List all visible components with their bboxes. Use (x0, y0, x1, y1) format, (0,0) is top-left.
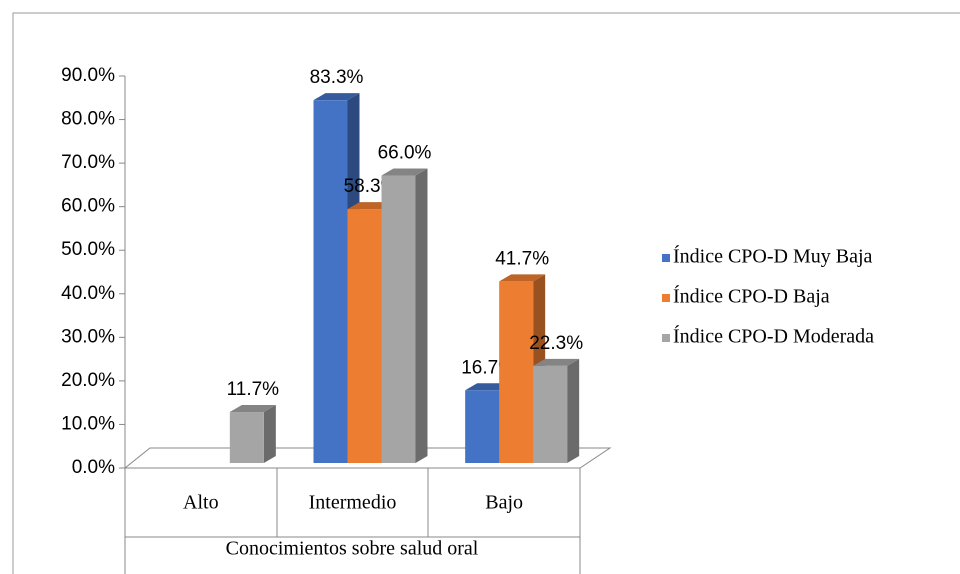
data-label: 83.3% (310, 67, 364, 88)
y-tick-label: 70.0% (61, 152, 115, 173)
legend-swatch (662, 254, 670, 262)
legend-label: Índice CPO-D Baja (673, 285, 830, 308)
legend-swatch (662, 334, 670, 342)
y-tick-label: 50.0% (61, 239, 115, 260)
bar-front (533, 365, 568, 463)
y-tick-label: 0.0% (72, 457, 115, 478)
legend-label: Índice CPO-D Muy Baja (673, 245, 873, 268)
bar-top (313, 93, 360, 101)
data-label: 41.7% (495, 248, 549, 269)
x-tick-label: Bajo (485, 492, 523, 514)
chart-border (12, 12, 960, 574)
y-tick-label: 10.0% (61, 413, 115, 434)
bar (229, 405, 276, 463)
y-tick-label: 20.0% (61, 370, 115, 391)
data-label: 66.0% (378, 143, 432, 164)
bar-front (313, 100, 348, 463)
y-tick-label: 40.0% (61, 283, 115, 304)
y-tick-label: 80.0% (61, 109, 115, 130)
bar-side (263, 405, 276, 463)
bar-side (567, 358, 580, 463)
bar-front (465, 390, 500, 463)
bar-top (381, 168, 428, 176)
y-tick-label: 30.0% (61, 326, 115, 347)
legend-label: Índice CPO-D Moderada (673, 325, 874, 348)
x-axis-title: Conocimientos sobre salud oral (226, 538, 479, 560)
bar (381, 168, 428, 464)
bar-front (347, 209, 382, 463)
bar-top (499, 274, 546, 282)
x-tick-label: Alto (183, 492, 219, 514)
x-tick-label: Intermedio (309, 492, 397, 514)
data-label: 22.3% (529, 333, 583, 354)
y-tick-label: 90.0% (61, 65, 115, 86)
bar-front (381, 175, 416, 464)
y-tick-label: 60.0% (61, 196, 115, 217)
bar-front (499, 281, 534, 463)
bar-side (415, 168, 428, 464)
bar (533, 358, 580, 463)
bar-top (533, 358, 580, 366)
legend-swatch (662, 294, 670, 302)
bar-front (229, 412, 264, 463)
data-label: 11.7% (227, 379, 280, 400)
bar-top (229, 405, 276, 413)
